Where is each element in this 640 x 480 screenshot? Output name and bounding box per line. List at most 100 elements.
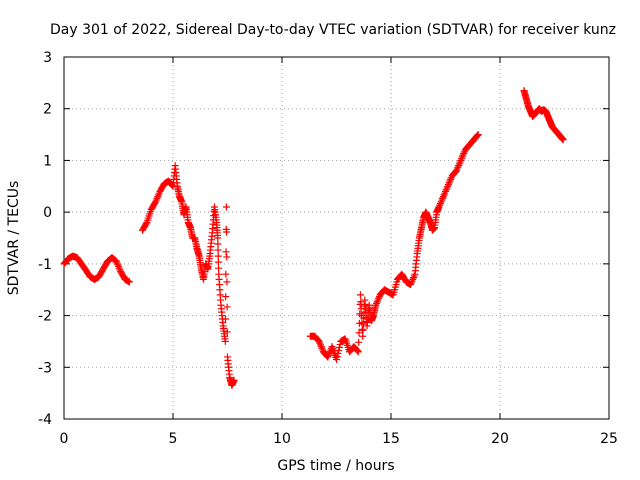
data-point [473,132,481,140]
data-point [153,194,161,202]
series-segment-3 [306,131,482,364]
data-point [113,259,121,267]
y-tick-label: 3 [43,50,52,66]
grid [64,57,609,419]
data-point [324,353,332,361]
series-segment-1 [60,252,133,286]
data-point [452,167,460,175]
data-point [142,220,150,228]
data-point [358,325,366,333]
data-point [407,281,415,289]
data-point [223,328,231,336]
data-point [458,153,466,161]
x-axis-label: GPS time / hours [277,458,394,474]
x-tick-label: 10 [273,431,291,447]
data-point [317,343,325,351]
data-point [359,332,367,340]
data-point [356,291,364,299]
data-point [372,301,380,309]
x-tick-label: 20 [491,431,509,447]
data-point [318,344,326,352]
data-point [152,198,160,206]
x-tick-label: 15 [382,431,400,447]
data-points [60,87,567,389]
data-point [454,163,462,171]
data-point [435,203,443,211]
data-point [453,165,461,173]
data-point [375,294,383,302]
data-point [214,234,222,242]
chart-title: Day 301 of 2022, Sidereal Day-to-day VTE… [50,22,616,38]
data-point [115,262,122,270]
data-point [221,337,229,345]
data-point [437,198,445,206]
data-point [222,293,230,301]
data-point [151,199,159,207]
data-point [223,303,231,311]
data-point [444,181,452,189]
y-tick-label: 2 [43,102,52,118]
data-point [436,200,444,208]
data-point [455,162,463,170]
data-point [214,252,222,260]
series-segment-2 [138,162,238,389]
plot-frame [63,56,610,420]
data-point [439,193,447,201]
data-point [407,279,415,287]
data-point [456,158,464,166]
data-point [333,356,340,364]
data-point [444,182,452,190]
data-point [355,338,363,346]
data-point [222,270,230,278]
data-point [317,341,325,349]
data-point [354,347,362,355]
data-point [457,156,465,164]
data-point [355,329,363,337]
x-tick-label: 25 [600,431,618,447]
data-point [441,189,449,197]
data-point [446,177,454,185]
data-point [474,131,482,139]
data-point [354,348,362,356]
data-point [152,196,160,204]
data-point [359,326,367,334]
data-point [445,179,453,187]
data-point [439,194,447,202]
data-point [222,203,230,211]
data-point [154,193,162,201]
data-point [112,257,120,265]
data-point [372,300,380,308]
data-point [473,131,481,139]
y-tick-label: 1 [43,153,52,169]
data-point [214,240,222,248]
y-tick-label: 0 [43,205,52,221]
x-tick-label: 5 [169,431,178,447]
data-point [316,339,324,347]
data-point [335,343,343,351]
data-point [114,261,122,269]
data-point [335,346,343,354]
y-tick-label: -4 [38,412,52,428]
data-point [447,175,455,183]
x-tick-labels: 0 5 10 15 20 25 [60,431,618,447]
data-point [459,151,467,159]
x-tick-label: 0 [60,431,69,447]
data-point [155,189,163,197]
data-point [442,187,449,195]
data-point [334,349,342,357]
data-point [222,248,230,256]
data-point [410,274,418,282]
data-point [214,246,222,254]
data-point [115,264,123,272]
data-point [223,228,231,236]
y-axis-label: SDTVAR / TECUs [6,181,22,296]
data-point [336,340,344,348]
data-point [356,310,364,318]
data-point [230,376,238,384]
data-point [223,278,231,286]
data-point [455,160,463,168]
data-point [438,196,446,204]
data-point [443,184,451,192]
data-point [223,253,231,261]
